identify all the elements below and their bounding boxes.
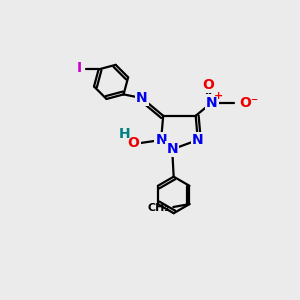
Text: N: N xyxy=(136,91,148,105)
Text: N: N xyxy=(155,133,167,147)
Text: N: N xyxy=(167,142,178,156)
Text: O: O xyxy=(202,78,214,92)
Text: +: + xyxy=(214,91,223,101)
Text: O: O xyxy=(128,136,140,150)
Text: N: N xyxy=(192,133,204,147)
Text: H: H xyxy=(119,127,131,141)
Text: CH₃: CH₃ xyxy=(148,203,170,214)
Text: I: I xyxy=(76,61,81,75)
Text: O⁻: O⁻ xyxy=(239,95,259,110)
Text: N: N xyxy=(206,95,218,110)
